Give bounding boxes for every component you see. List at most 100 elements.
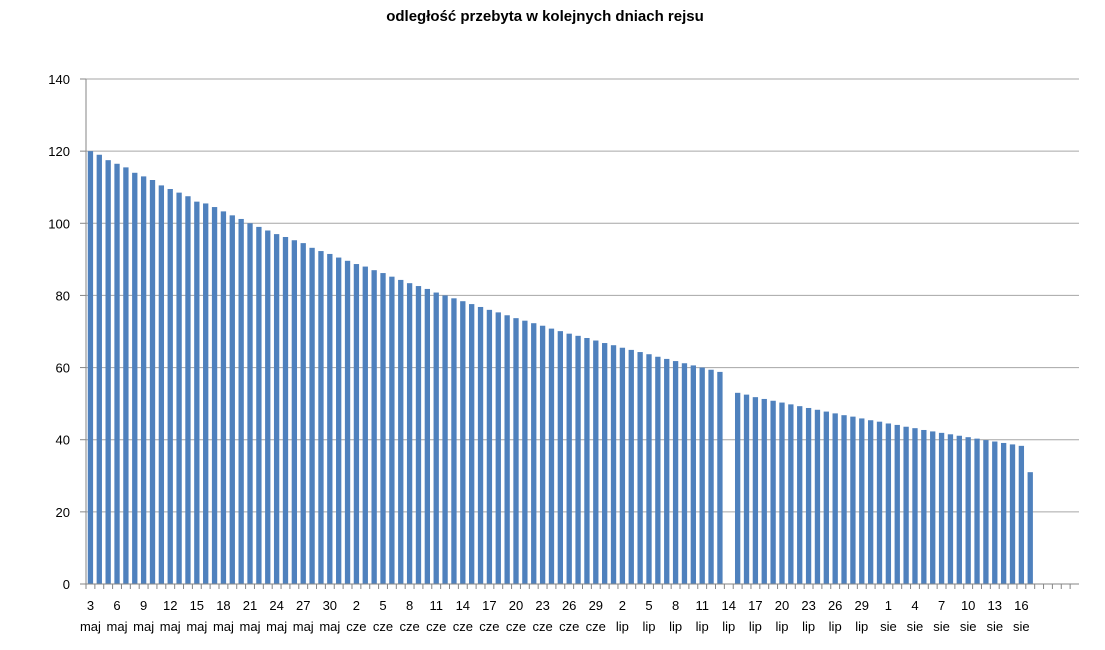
x-tick-label-day: 29: [589, 598, 603, 613]
bar: [983, 440, 989, 584]
bar: [451, 298, 457, 584]
x-tick-label-day: 26: [562, 598, 576, 613]
bar: [424, 288, 431, 584]
x-tick-label-day: 8: [672, 598, 679, 613]
y-axis-tick-labels: 0 20 40 60 80 100 120 140: [48, 72, 70, 592]
bar: [327, 253, 333, 585]
x-tick-label-day: 18: [216, 598, 230, 613]
bar: [433, 292, 439, 584]
x-tick-label-month: sie: [933, 619, 950, 634]
bar-series: [87, 151, 1033, 585]
x-tick-label-month: lip: [669, 619, 682, 634]
x-tick-label-day: 9: [140, 598, 147, 613]
bar: [593, 340, 599, 584]
bar: [690, 365, 696, 584]
bar: [140, 176, 147, 584]
x-tick-label-month: cze: [586, 619, 606, 634]
x-tick-label-month: lip: [802, 619, 815, 634]
x-tick-label-day: 12: [163, 598, 177, 613]
x-axis-tick-labels: 3maj6maj9maj12maj15maj18maj21maj24maj27m…: [80, 598, 1030, 634]
x-tick-label-month: maj: [80, 619, 101, 634]
bar: [282, 236, 289, 584]
bar: [717, 371, 723, 584]
x-tick-label-day: 8: [406, 598, 413, 613]
bar: [176, 192, 182, 584]
bar: [637, 352, 643, 584]
x-tick-label-month: cze: [399, 619, 419, 634]
x-tick-label-month: maj: [266, 619, 287, 634]
bar: [557, 331, 563, 584]
bar: [566, 333, 572, 584]
bar: [415, 286, 422, 584]
bar: [149, 180, 156, 584]
bar: [336, 257, 342, 584]
x-tick-label-month: cze: [453, 619, 473, 634]
bar: [752, 397, 759, 584]
x-tick-label-month: sie: [960, 619, 977, 634]
bar: [96, 154, 102, 584]
bar: [664, 358, 670, 584]
bar: [318, 251, 324, 584]
x-tick-label-day: 29: [855, 598, 869, 613]
bar: [539, 325, 546, 584]
bar: [761, 398, 767, 584]
x-tick-label-month: lip: [696, 619, 709, 634]
x-tick-label-day: 21: [243, 598, 257, 613]
bar: [211, 207, 218, 584]
x-tick-label-day: 23: [535, 598, 549, 613]
bar: [123, 167, 129, 584]
bar: [1009, 444, 1016, 584]
x-tick-label-month: maj: [160, 619, 181, 634]
x-tick-label-month: cze: [532, 619, 552, 634]
bar: [814, 409, 821, 584]
x-tick-label-day: 24: [269, 598, 283, 613]
bar: [947, 434, 954, 584]
x-tick-label-month: sie: [907, 619, 924, 634]
x-tick-label-day: 2: [353, 598, 360, 613]
bar: [300, 243, 306, 584]
bar: [921, 429, 927, 584]
bar: [797, 406, 803, 584]
x-tick-label-day: 27: [296, 598, 310, 613]
bar: [628, 349, 634, 584]
bar: [256, 226, 262, 584]
y-tick-label: 140: [48, 72, 70, 87]
x-tick-label-day: 14: [456, 598, 470, 613]
bar: [619, 347, 626, 584]
y-tick-label: 100: [48, 216, 70, 231]
bar: [220, 211, 227, 584]
bar: [1027, 472, 1033, 584]
bar: [291, 240, 298, 584]
x-tick-label-month: lip: [855, 619, 868, 634]
bar: [575, 335, 581, 584]
x-tick-label-day: 17: [748, 598, 762, 613]
bar: [442, 295, 448, 584]
bar: [265, 230, 271, 584]
x-tick-label-month: lip: [775, 619, 788, 634]
x-tick-label-day: 20: [509, 598, 523, 613]
x-tick-label-month: sie: [1013, 619, 1030, 634]
y-tick-label: 40: [56, 433, 70, 448]
bar: [956, 435, 962, 584]
bar: [531, 323, 537, 584]
bar: [371, 270, 377, 584]
bar: [805, 407, 812, 584]
bar: [495, 312, 501, 584]
bar: [974, 438, 980, 584]
x-tick-label-month: cze: [479, 619, 499, 634]
x-tick-label-day: 23: [801, 598, 815, 613]
bar: [309, 247, 315, 585]
x-tick-label-day: 20: [775, 598, 789, 613]
bar: [504, 315, 510, 584]
bar: [823, 411, 829, 584]
x-tick-label-month: maj: [319, 619, 340, 634]
x-tick-label-day: 2: [619, 598, 626, 613]
x-tick-label-month: maj: [293, 619, 314, 634]
bar: [965, 437, 971, 584]
x-tick-label-month: maj: [186, 619, 207, 634]
x-tick-label-day: 5: [645, 598, 652, 613]
x-tick-label-day: 4: [911, 598, 918, 613]
bar: [841, 415, 847, 584]
x-tick-label-day: 11: [695, 598, 709, 613]
